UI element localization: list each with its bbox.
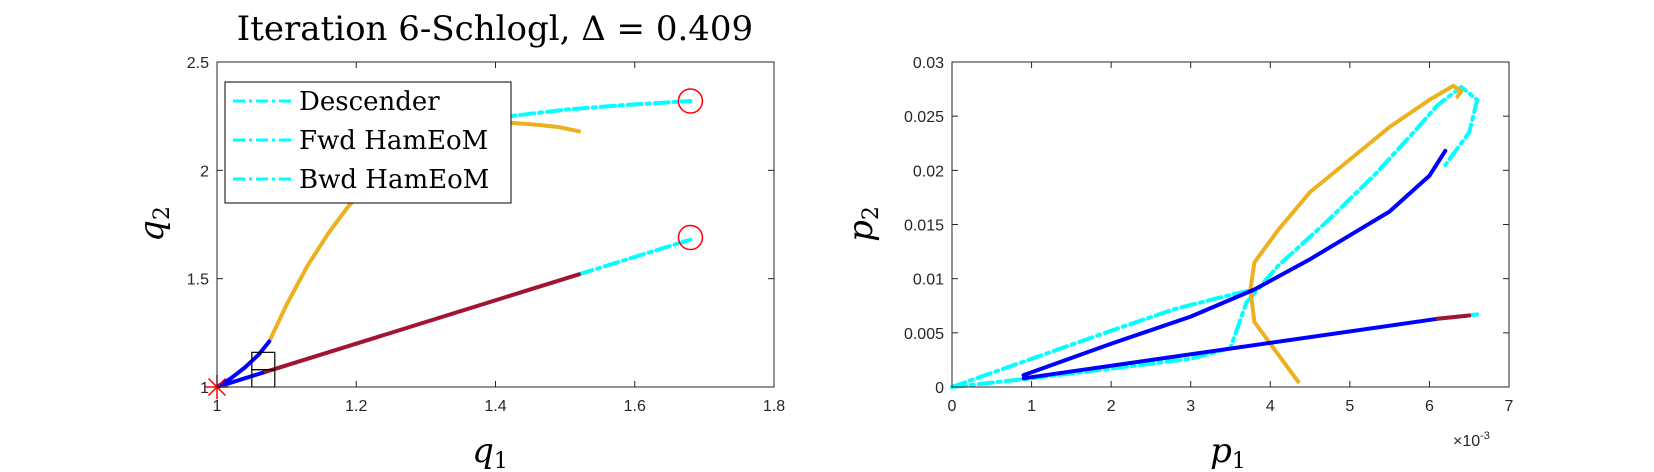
- series-line-0: [950, 300, 1249, 389]
- left-chart: Iteration 6-Schlogl, Δ = 0.409 1 1.2 1.4 1.…: [132, 9, 785, 472]
- y-tick-label: 1: [200, 380, 209, 397]
- legend-label-bwd-hameom: Bwd HamEoM: [299, 165, 489, 195]
- y-tick-label: 0.01: [913, 272, 944, 289]
- y-tick-label: 1.5: [187, 272, 209, 289]
- right-tick-layer: 0 1 2 3 4 5 6 7 0 0.005 0.01 0.015 0.02 0.025 0.03: [904, 55, 1514, 415]
- zoom-box: [251, 351, 276, 371]
- x-tick-label: 1.6: [624, 398, 646, 415]
- right-series-layer: [950, 83, 1480, 389]
- right-x-axis-label: p1: [1210, 431, 1246, 472]
- right-y-axis-label: p2: [841, 206, 884, 242]
- left-y-axis-label: q2: [132, 206, 175, 242]
- endpoint-circle-marker: [677, 224, 704, 251]
- y-tick-label: 0.02: [913, 163, 944, 180]
- y-tick-label: 2.5: [187, 55, 209, 72]
- x-tick-label: 1: [213, 398, 222, 415]
- x-tick-label: 6: [1425, 398, 1434, 415]
- left-x-axis-label: q1: [472, 431, 508, 472]
- series-line-5: [1021, 148, 1448, 378]
- y-tick-label: 0.03: [913, 55, 944, 72]
- legend-label-descender: Descender: [299, 87, 440, 117]
- x-tick-label: 2: [1107, 398, 1116, 415]
- right-plot-area: [952, 62, 1509, 387]
- x-tick-label: 3: [1186, 398, 1195, 415]
- right-chart: 0 1 2 3 4 5 6 7 0 0.005 0.01 0.015 0.02 0.025 0.03 ×10…: [841, 55, 1514, 472]
- x-tick-label: 4: [1266, 398, 1275, 415]
- series-line-4: [215, 369, 268, 389]
- y-tick-label: 0.025: [904, 109, 944, 126]
- x-tick-label: 1.4: [484, 398, 506, 415]
- series-line-3: [215, 339, 272, 389]
- x-tick-label: 1.8: [763, 398, 785, 415]
- x-tick-label: 5: [1345, 398, 1354, 415]
- left-legend: Descender Fwd HamEoM Bwd HamEoM: [224, 81, 512, 204]
- left-chart-title: Iteration 6-Schlogl, Δ = 0.409: [237, 9, 753, 49]
- x-tick-label: 1: [1027, 398, 1036, 415]
- x-tick-label: 0: [948, 398, 957, 415]
- series-line-1: [950, 287, 1257, 389]
- right-x-exponent: ×10-3: [1453, 430, 1490, 450]
- series-line-0: [577, 237, 693, 277]
- series-line-2: [1244, 84, 1480, 305]
- legend-label-fwd-hameom: Fwd HamEoM: [299, 126, 488, 156]
- endpoint-circle-marker: [677, 88, 704, 114]
- x-tick-label: 7: [1505, 398, 1514, 415]
- left-tick-layer: 1 1.2 1.4 1.6 1.8 1 1.5 2 2.5: [187, 55, 785, 415]
- series-line-4: [1248, 83, 1464, 384]
- y-tick-label: 0: [935, 380, 944, 397]
- series-line-6: [1021, 316, 1440, 381]
- y-tick-label: 0.015: [904, 218, 944, 235]
- y-tick-label: 0.005: [904, 326, 944, 343]
- series-line-7: [1435, 313, 1472, 321]
- series-line-5: [263, 272, 581, 374]
- y-tick-label: 2: [200, 163, 209, 180]
- x-tick-label: 1.2: [345, 398, 367, 415]
